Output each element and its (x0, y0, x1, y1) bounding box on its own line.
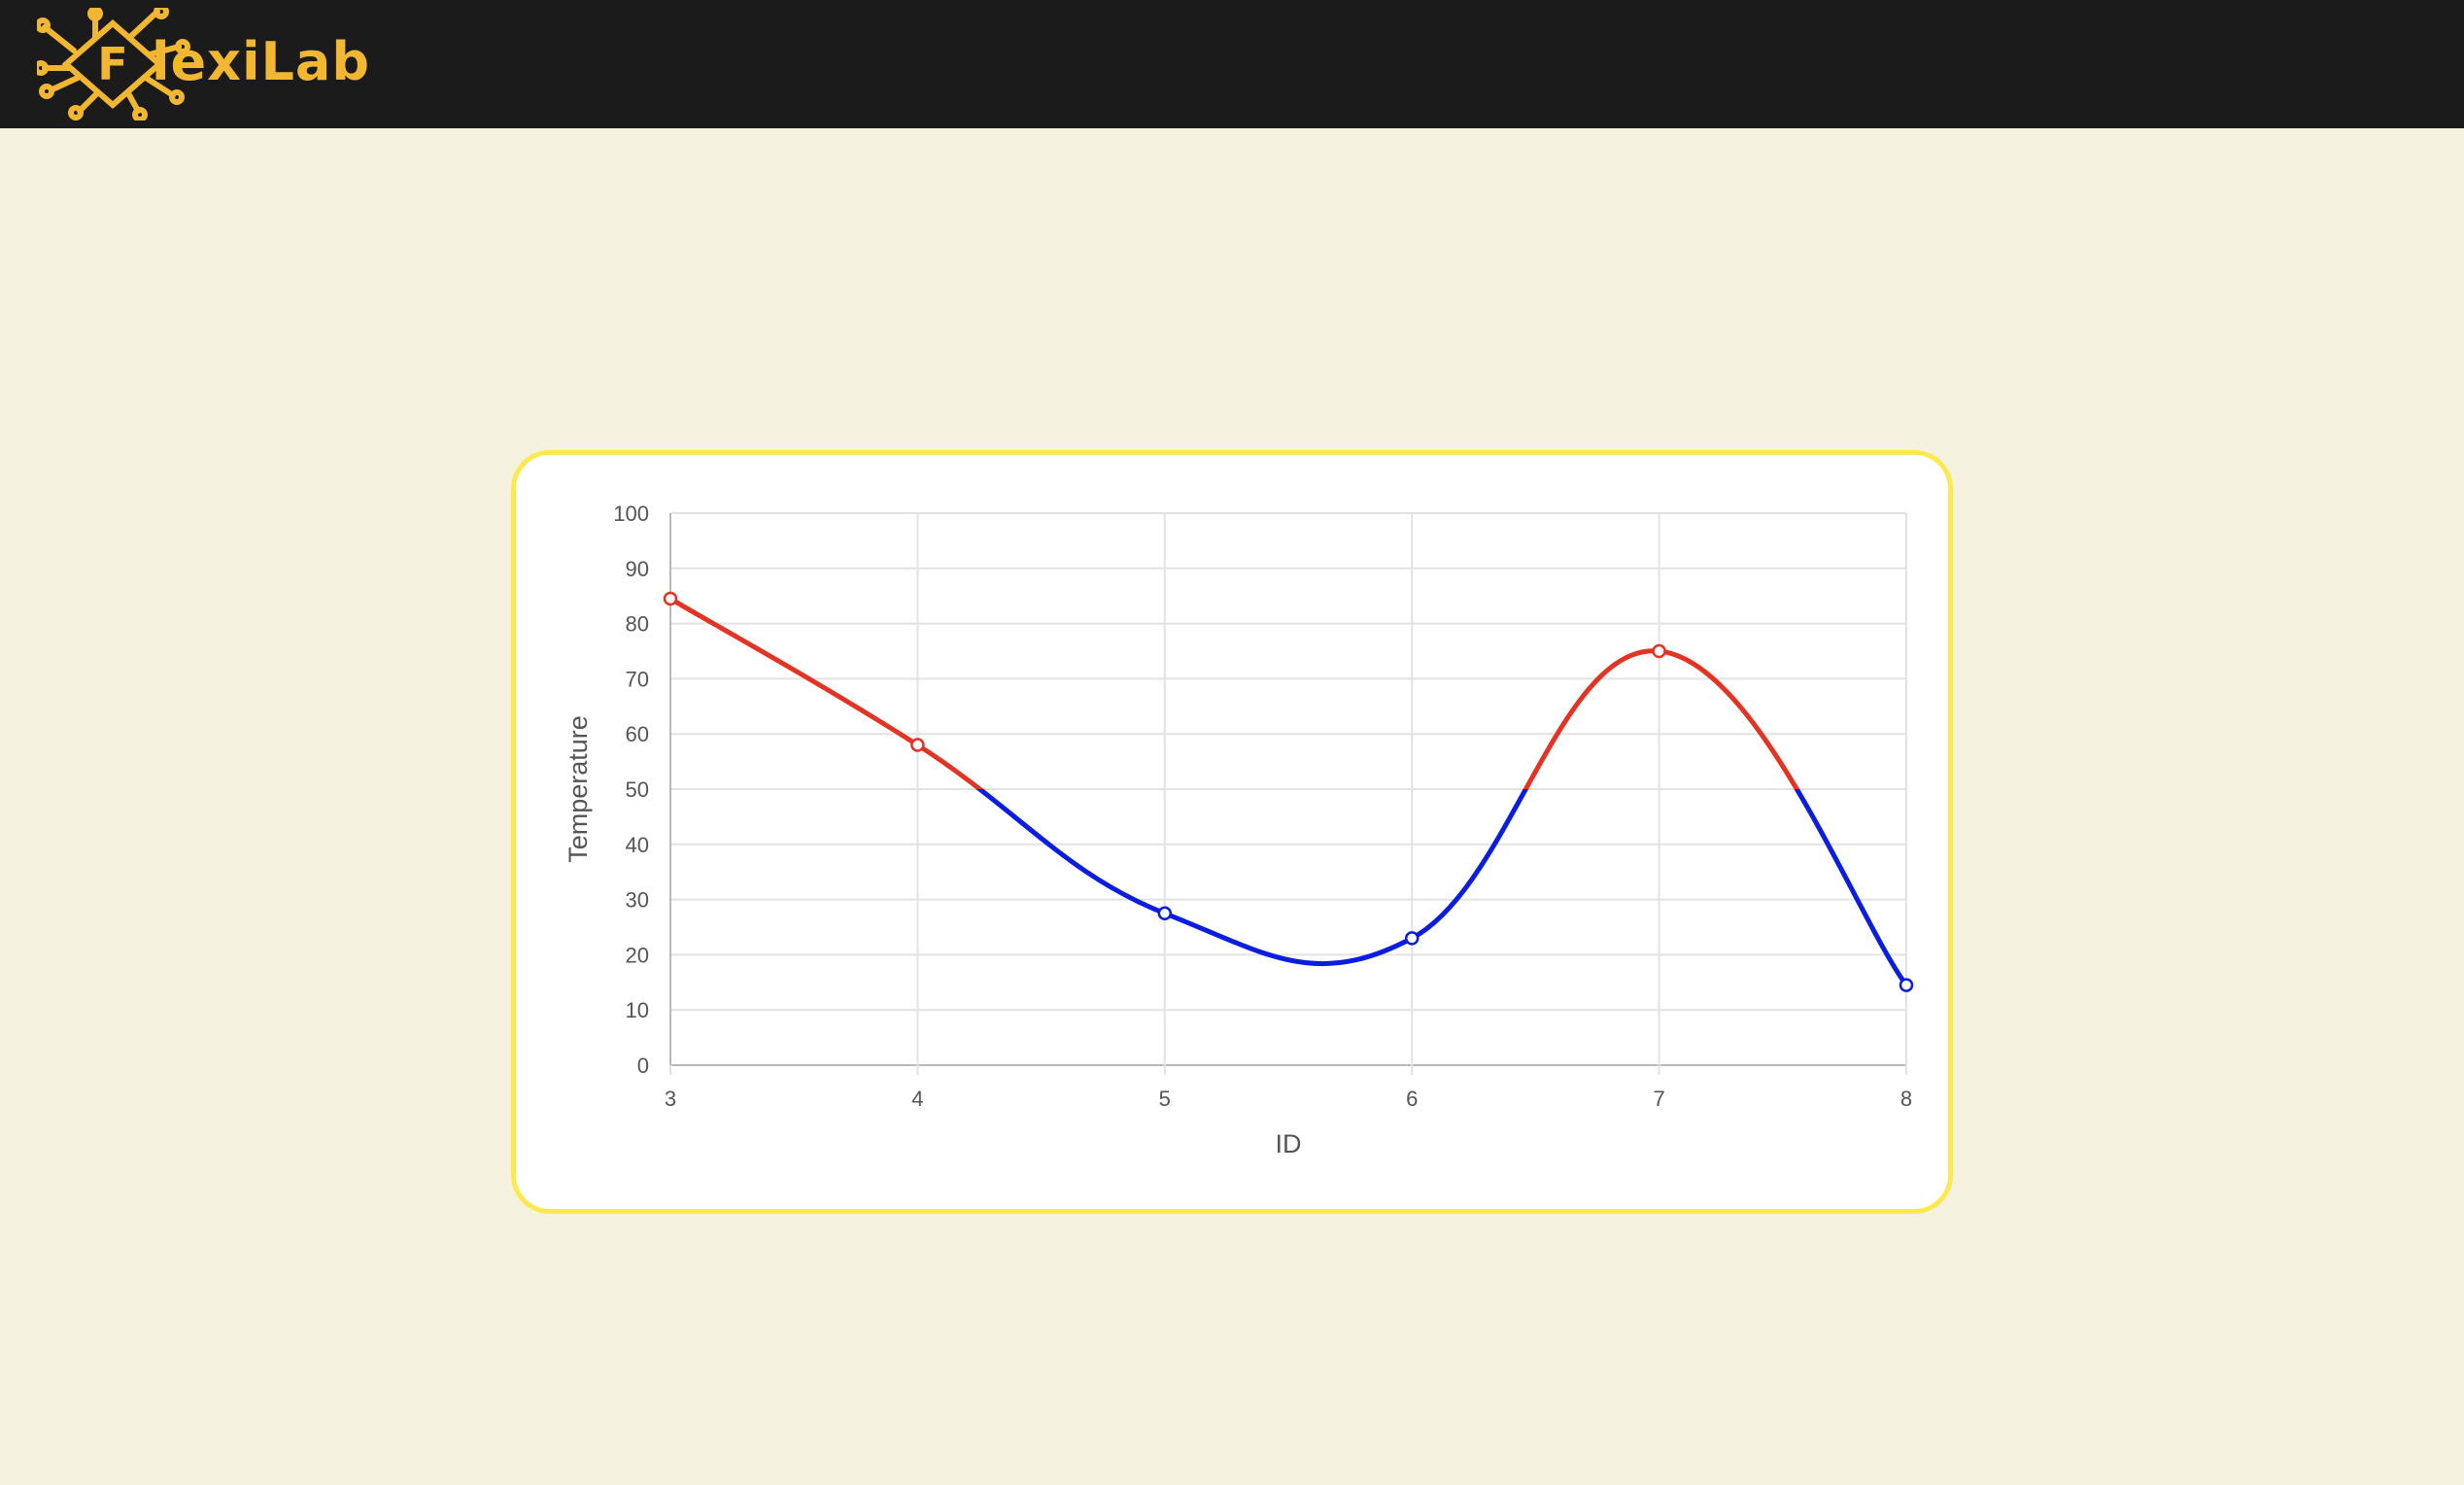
data-point (1652, 643, 1666, 659)
temperature-line-chart: 0 10 20 30 40 50 60 70 80 90 100 3 4 5 6 7 8 ID Temperatur… (564, 501, 1914, 1158)
y-tick-label: 90 (626, 557, 649, 581)
data-point (910, 738, 925, 752)
series-line-above-threshold (668, 596, 1800, 789)
x-tick-label: 3 (665, 1087, 676, 1111)
y-tick-label: 10 (626, 998, 649, 1022)
x-tick-label: 7 (1653, 1087, 1664, 1111)
flexilab-logo[interactable]: F lexiLab (37, 8, 445, 121)
y-tick-label: 100 (613, 501, 649, 526)
data-point (1404, 931, 1420, 946)
logo-wordmark: lexiLab (152, 31, 370, 92)
y-tick-label: 50 (626, 777, 649, 802)
x-tick-label: 8 (1900, 1087, 1912, 1111)
y-tick-label: 70 (626, 667, 649, 691)
y-tick-label: 60 (626, 722, 649, 746)
circuit-diamond-logo-icon: F (37, 8, 190, 121)
y-tick-label: 30 (626, 888, 649, 913)
y-tick-label: 0 (637, 1053, 649, 1078)
x-tick-label: 6 (1406, 1087, 1418, 1111)
y-tick-label: 40 (626, 833, 649, 857)
series-line-below-threshold (975, 789, 1909, 987)
x-tick-label: 4 (911, 1087, 923, 1111)
x-tick-label: 5 (1159, 1087, 1171, 1111)
x-axis-title: ID (1276, 1129, 1302, 1158)
data-point (663, 591, 678, 606)
y-tick-label: 80 (626, 612, 649, 637)
data-point (1899, 978, 1914, 992)
data-point (1157, 906, 1173, 921)
chart-card: 0 10 20 30 40 50 60 70 80 90 100 3 4 5 6 7 8 ID Temperatur… (511, 450, 1953, 1214)
logo-letter: F (97, 38, 127, 90)
y-axis-title: Temperature (564, 715, 593, 863)
app-header: F lexiLab (0, 0, 2464, 128)
y-tick-label: 20 (626, 943, 649, 967)
